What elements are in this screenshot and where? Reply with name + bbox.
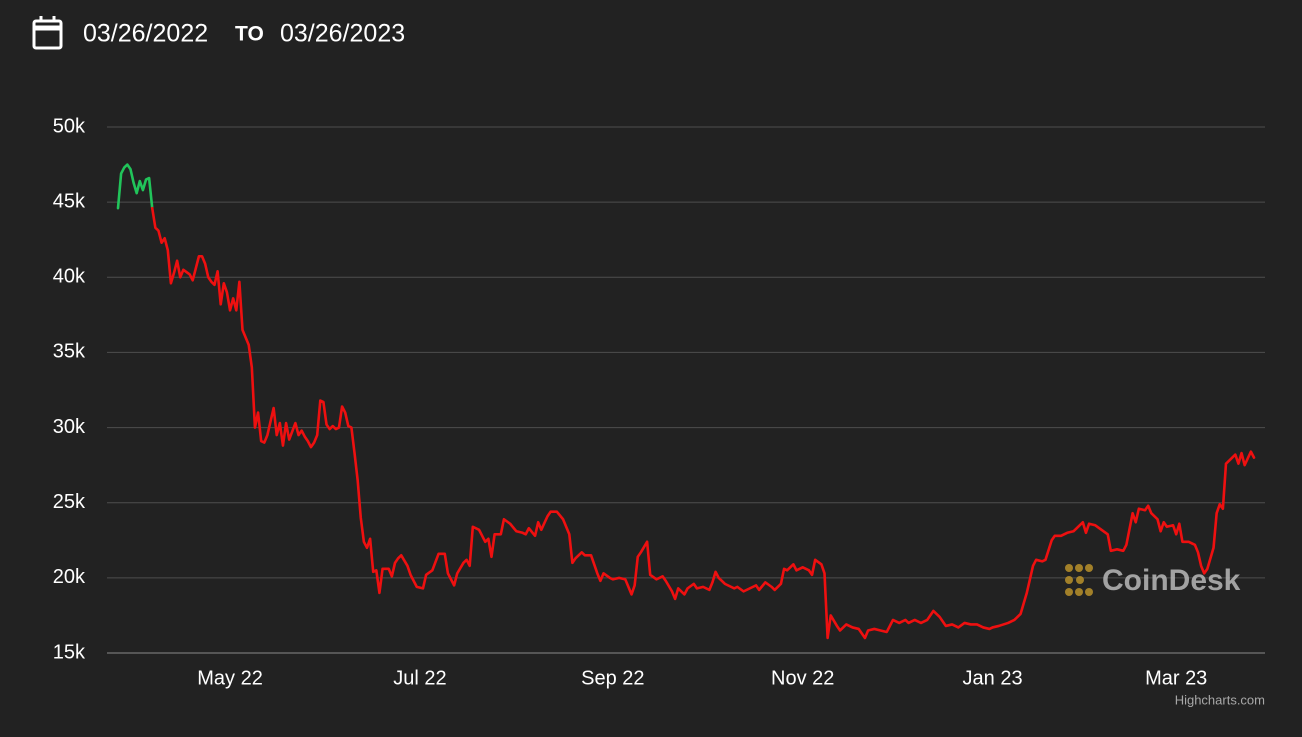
watermark-text: CoinDesk — [1102, 564, 1241, 597]
x-tick-label: Sep 22 — [581, 667, 644, 689]
date-separator: TO — [235, 23, 264, 46]
logo-dot — [1085, 588, 1093, 596]
y-tick-label: 35k — [53, 341, 86, 363]
grid — [107, 126, 1265, 654]
price-line — [150, 206, 1256, 640]
date-from: 03/26/2022 — [83, 20, 208, 48]
y-tick-label: 45k — [53, 190, 86, 212]
logo-dot — [1065, 576, 1073, 584]
y-tick-label: 30k — [53, 416, 86, 438]
x-tick-label: May 22 — [197, 667, 263, 689]
calendar-body — [32, 19, 63, 50]
logo-dot — [1076, 576, 1084, 584]
x-tick-label: Nov 22 — [771, 667, 834, 689]
y-tick-label: 20k — [53, 566, 86, 588]
credits: Highcharts.com — [1175, 692, 1265, 707]
logo-dot — [1075, 564, 1083, 572]
y-tick-label: 50k — [53, 115, 86, 137]
watermark-logo — [1065, 564, 1093, 596]
logo-dot — [1065, 588, 1073, 596]
x-tick-label: Jul 22 — [393, 667, 446, 689]
y-tick-label: 15k — [53, 641, 86, 663]
x-tick-label: Mar 23 — [1145, 667, 1207, 689]
y-tick-label: 25k — [53, 491, 86, 513]
date-to: 03/26/2023 — [280, 20, 405, 48]
price-line — [116, 163, 154, 210]
logo-dot — [1085, 564, 1093, 572]
y-tick-label: 40k — [53, 266, 86, 288]
x-tick-label: Jan 23 — [963, 667, 1023, 689]
calendar-icon — [32, 16, 63, 50]
logo-dot — [1075, 588, 1083, 596]
logo-dot — [1065, 564, 1073, 572]
